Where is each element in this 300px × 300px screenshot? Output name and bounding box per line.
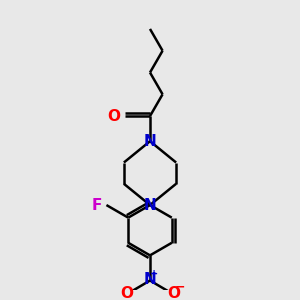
Text: N: N: [144, 198, 156, 213]
Text: −: −: [175, 281, 185, 294]
Text: +: +: [150, 269, 158, 279]
Text: O: O: [107, 109, 120, 124]
Text: O: O: [167, 286, 180, 300]
Text: N: N: [144, 272, 156, 287]
Text: F: F: [91, 198, 102, 213]
Text: N: N: [144, 134, 156, 149]
Text: O: O: [120, 286, 133, 300]
